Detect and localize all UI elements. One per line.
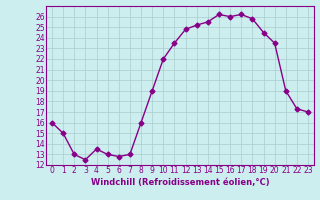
X-axis label: Windchill (Refroidissement éolien,°C): Windchill (Refroidissement éolien,°C) [91,178,269,187]
